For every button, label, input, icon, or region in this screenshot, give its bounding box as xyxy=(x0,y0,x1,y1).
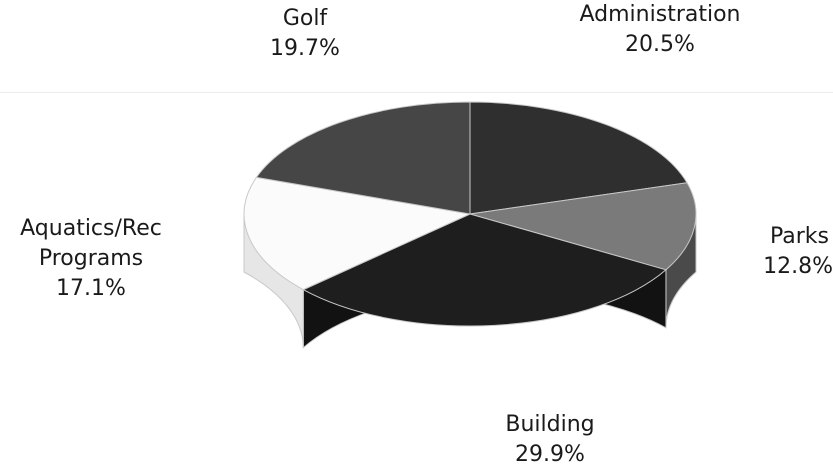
label-administration: Administration 20.5% xyxy=(555,0,765,60)
slice-label-aquatics-line-1: Aquatics/Rec xyxy=(20,216,162,241)
label-building: Building 29.9% xyxy=(470,410,630,470)
label-golf: Golf 19.7% xyxy=(250,4,360,64)
slice-value-aquatics: 17.1% xyxy=(56,276,126,301)
slice-administration xyxy=(469,101,688,215)
slice-parks xyxy=(469,182,697,271)
label-parks: Parks 12.8% xyxy=(738,222,833,282)
pie-tops xyxy=(243,101,697,327)
slice-label-building: Building xyxy=(505,412,595,437)
slice-label-aquatics-line-2: Programs xyxy=(38,246,144,271)
slice-value-administration: 20.5% xyxy=(625,32,695,57)
slice-label-parks: Parks xyxy=(769,224,829,249)
slice-golf xyxy=(255,101,471,215)
slice-value-parks: 12.8% xyxy=(763,254,833,279)
background-divider-line xyxy=(0,92,833,93)
slice-value-building: 29.9% xyxy=(515,442,585,467)
slice-building xyxy=(302,213,667,327)
slice-value-golf: 19.7% xyxy=(270,36,340,61)
label-aquatics-rec-programs: Aquatics/Rec Programs 17.1% xyxy=(0,214,182,304)
slice-aquatics-rec-programs xyxy=(243,176,472,291)
slice-label-administration: Administration xyxy=(579,2,741,27)
slice-label-golf: Golf xyxy=(282,6,328,31)
